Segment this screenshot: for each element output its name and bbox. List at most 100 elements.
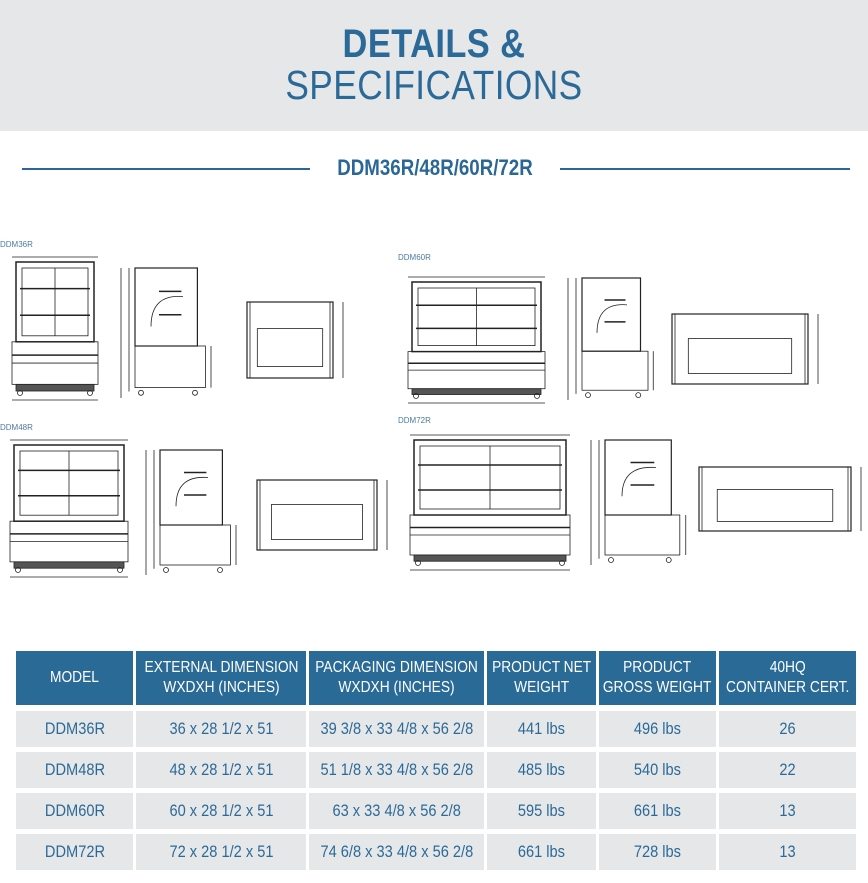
- top-view-inner: [256, 328, 324, 368]
- technical-drawings: [9, 256, 862, 578]
- side-base: [581, 350, 649, 391]
- table-cell-text: 496 lbs: [633, 719, 682, 738]
- table-cell-text: 13: [779, 842, 796, 861]
- table-cell: 48 x 28 1/2 x 51: [136, 752, 306, 788]
- table-cell: 496 lbs: [599, 711, 716, 747]
- caster: [217, 567, 223, 573]
- drawing-label-ddm60r: DDM60R: [398, 253, 431, 262]
- column-header-text: GROSS WEIGHT: [603, 679, 712, 696]
- table-cell-text: 540 lbs: [633, 760, 682, 779]
- table-cell-text: 485 lbs: [517, 760, 566, 779]
- column-header-text: WXDXH (INCHES): [338, 679, 455, 696]
- table-cell-text: 74 6/8 x 33 4/8 x 56 2/8: [320, 842, 473, 861]
- table-cell: 13: [719, 834, 856, 870]
- column-header-text: 40HQ: [769, 659, 806, 676]
- table-cell: 72 x 28 1/2 x 51: [136, 834, 306, 870]
- column-header-text: PACKAGING DIMENSION: [315, 659, 478, 676]
- grille: [411, 388, 542, 395]
- table-cell-text: 441 lbs: [517, 719, 566, 738]
- divider-left: [22, 168, 310, 170]
- column-header-text: PRODUCT NET: [491, 659, 592, 676]
- table-cell-text: 728 lbs: [633, 842, 682, 861]
- column-header: PACKAGING DIMENSION WXDXH (INCHES): [309, 651, 484, 705]
- table-cell-text: 595 lbs: [517, 801, 566, 820]
- caster: [87, 390, 93, 396]
- table-cell: 74 6/8 x 33 4/8 x 56 2/8: [309, 834, 484, 870]
- top-view-outline: [256, 479, 378, 551]
- side-glass: [159, 449, 224, 526]
- side-glass: [581, 277, 642, 352]
- column-header-text: WXDXH (INCHES): [162, 679, 280, 696]
- table-cell: 661 lbs: [487, 834, 596, 870]
- top-view-outline: [246, 301, 334, 379]
- table-cell: 36 x 28 1/2 x 51: [136, 711, 306, 747]
- caster: [15, 567, 21, 573]
- table-cell-text: 63 x 33 4/8 x 56 2/8: [332, 801, 461, 820]
- caster: [17, 390, 23, 396]
- column-header: 40HQ CONTAINER CERT.: [719, 651, 856, 705]
- column-header: PRODUCT NET WEIGHT: [487, 651, 596, 705]
- caster: [415, 560, 421, 566]
- table-cell: 13: [719, 793, 856, 829]
- caster: [413, 393, 419, 399]
- column-header: PRODUCT GROSS WEIGHT: [599, 651, 716, 705]
- table-cell-text: 72 x 28 1/2 x 51: [168, 842, 274, 861]
- caster: [559, 560, 565, 566]
- divider-right: [560, 168, 850, 170]
- page-title-line1: DETAILS &: [342, 22, 526, 66]
- caster: [608, 557, 614, 563]
- table-cell: 63 x 33 4/8 x 56 2/8: [309, 793, 484, 829]
- table-cell-text: 36 x 28 1/2 x 51: [168, 719, 274, 738]
- column-header-text: PRODUCT: [623, 659, 692, 676]
- drawing-label-ddm72r: DDM72R: [398, 416, 431, 425]
- table-cell: 595 lbs: [487, 793, 596, 829]
- table-cell: 60 x 28 1/2 x 51: [136, 793, 306, 829]
- curved-shelf: [150, 296, 184, 327]
- grille: [13, 561, 125, 569]
- top-view-inner: [270, 504, 363, 540]
- table-cell-text: 22: [779, 760, 796, 779]
- table-cell: DDM48R: [16, 752, 133, 788]
- table-cell: 39 3/8 x 33 4/8 x 56 2/8: [309, 711, 484, 747]
- table-cell-text: 13: [779, 801, 796, 820]
- top-view-inner: [687, 338, 793, 374]
- table-cell: 22: [719, 752, 856, 788]
- side-glass: [134, 267, 199, 347]
- caster: [117, 567, 123, 573]
- table-cell: 540 lbs: [599, 752, 716, 788]
- table-cell: DDM60R: [16, 793, 133, 829]
- column-header-text: WEIGHT: [513, 679, 570, 696]
- table-cell-text: 661 lbs: [517, 842, 566, 861]
- column-header-text: EXTERNAL DIMENSION: [144, 659, 298, 676]
- drawing-label-ddm36r: DDM36R: [0, 240, 33, 249]
- table-cell-text: DDM60R: [44, 801, 105, 820]
- table-cell-text: 51 1/8 x 33 4/8 x 56 2/8: [320, 760, 473, 779]
- side-base: [159, 524, 231, 566]
- side-base: [604, 514, 681, 556]
- table-cell-text: 661 lbs: [633, 801, 682, 820]
- table-cell: 51 1/8 x 33 4/8 x 56 2/8: [309, 752, 484, 788]
- model-series-subtitle: DDM36R/48R/60R/72R: [337, 155, 533, 180]
- table-cell: 661 lbs: [599, 793, 716, 829]
- header-banner: DETAILS & SPECIFICATIONS: [0, 0, 868, 131]
- caster: [138, 389, 144, 396]
- curved-shelf: [621, 467, 657, 497]
- curved-shelf: [596, 304, 628, 333]
- table-cell-text: 39 3/8 x 33 4/8 x 56 2/8: [320, 719, 473, 738]
- curved-shelf: [175, 477, 209, 507]
- table-cell-text: 48 x 28 1/2 x 51: [168, 760, 274, 779]
- table-cell: DDM36R: [16, 711, 133, 747]
- column-header-text: MODEL: [50, 669, 99, 686]
- caster: [585, 392, 591, 399]
- table-cell-text: DDM72R: [44, 842, 105, 861]
- caster: [635, 392, 642, 399]
- caster: [534, 393, 540, 399]
- table-cell: DDM72R: [16, 834, 133, 870]
- table-cell-text: 60 x 28 1/2 x 51: [168, 801, 274, 820]
- column-header: EXTERNAL DIMENSION WXDXH (INCHES): [136, 651, 306, 705]
- side-glass: [604, 439, 672, 516]
- table-cell: 485 lbs: [487, 752, 596, 788]
- table-cell: 26: [719, 711, 856, 747]
- page-title-line2: SPECIFICATIONS: [285, 62, 583, 108]
- column-header-text: CONTAINER CERT.: [725, 679, 850, 696]
